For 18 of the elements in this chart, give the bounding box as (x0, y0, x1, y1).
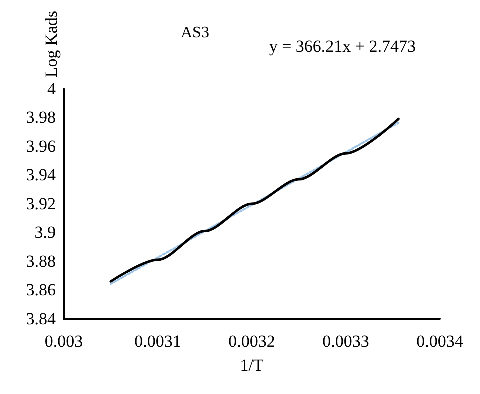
y-tick-label: 3.88 (26, 252, 56, 271)
y-tick-label: 3.92 (26, 194, 56, 214)
y-tick-label: 3.86 (26, 280, 56, 300)
y-tick-label: 3.98 (26, 108, 56, 128)
y-tick-label: 4 (48, 79, 56, 98)
y-tick-label: 3.9 (34, 223, 56, 242)
y-tick-label: 3.94 (26, 166, 56, 185)
x-axis-title: 1/T (240, 356, 264, 375)
y-axis-title: Log Kads (42, 11, 61, 78)
x-tick-label: 0.0033 (322, 332, 370, 351)
chart-title: AS3 (181, 24, 210, 42)
x-tick-label: 0.0032 (228, 332, 276, 351)
x-tick-label: 0.0034 (416, 332, 464, 351)
text: y = 366.21x + 2.7473 (269, 37, 416, 56)
x-tick-label: 0.003 (44, 332, 84, 351)
y-tick-label: 3.96 (26, 136, 56, 156)
x-tick-label: 0.0031 (134, 332, 182, 351)
y-tick-label: 3.84 (26, 310, 56, 328)
